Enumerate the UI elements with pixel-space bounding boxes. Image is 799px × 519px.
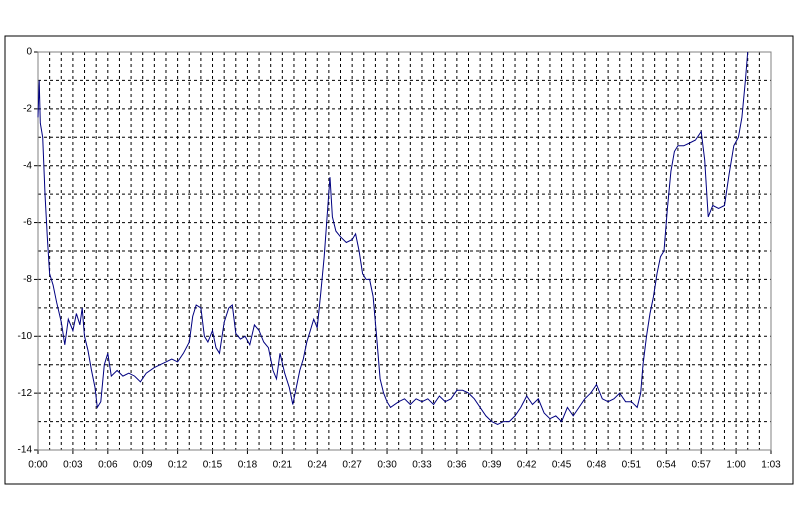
x-tick-label: 0:33 (412, 460, 432, 471)
x-tick-label: 0:57 (691, 460, 711, 471)
y-tick-label: -12 (18, 388, 33, 399)
y-tick-label: -8 (23, 274, 32, 285)
y-tick-label: -2 (23, 103, 32, 114)
x-tick-label: 0:30 (377, 460, 397, 471)
y-tick-label: -10 (18, 331, 33, 342)
x-tick-label: 0:18 (238, 460, 258, 471)
x-tick-label: 0:12 (168, 460, 188, 471)
x-tick-label: 0:00 (28, 460, 48, 471)
x-tick-label: 0:21 (273, 460, 293, 471)
x-tick-label: 0:27 (342, 460, 362, 471)
x-tick-label: 1:03 (761, 460, 781, 471)
x-tick-label: 1:00 (726, 460, 746, 471)
y-tick-label: -6 (23, 217, 32, 228)
chart-frame (4, 35, 794, 485)
x-tick-label: 0:39 (482, 460, 502, 471)
y-tick-label: -14 (18, 445, 33, 456)
x-tick-label: 0:06 (98, 460, 118, 471)
x-tick-label: 0:09 (133, 460, 153, 471)
y-tick-label: -4 (23, 160, 32, 171)
x-tick-label: 0:54 (657, 460, 677, 471)
x-tick-label: 0:42 (517, 460, 537, 471)
y-tick-label: 0 (26, 47, 32, 58)
x-tick-label: 0:03 (63, 460, 83, 471)
x-tick-label: 0:48 (587, 460, 607, 471)
x-tick-label: 0:15 (203, 460, 223, 471)
data-line (37, 51, 749, 425)
x-tick-label: 0:45 (552, 460, 572, 471)
x-tick-label: 0:36 (447, 460, 467, 471)
x-tick-label: 0:51 (622, 460, 642, 471)
x-tick-label: 0:24 (308, 460, 328, 471)
plot-area (37, 51, 772, 451)
